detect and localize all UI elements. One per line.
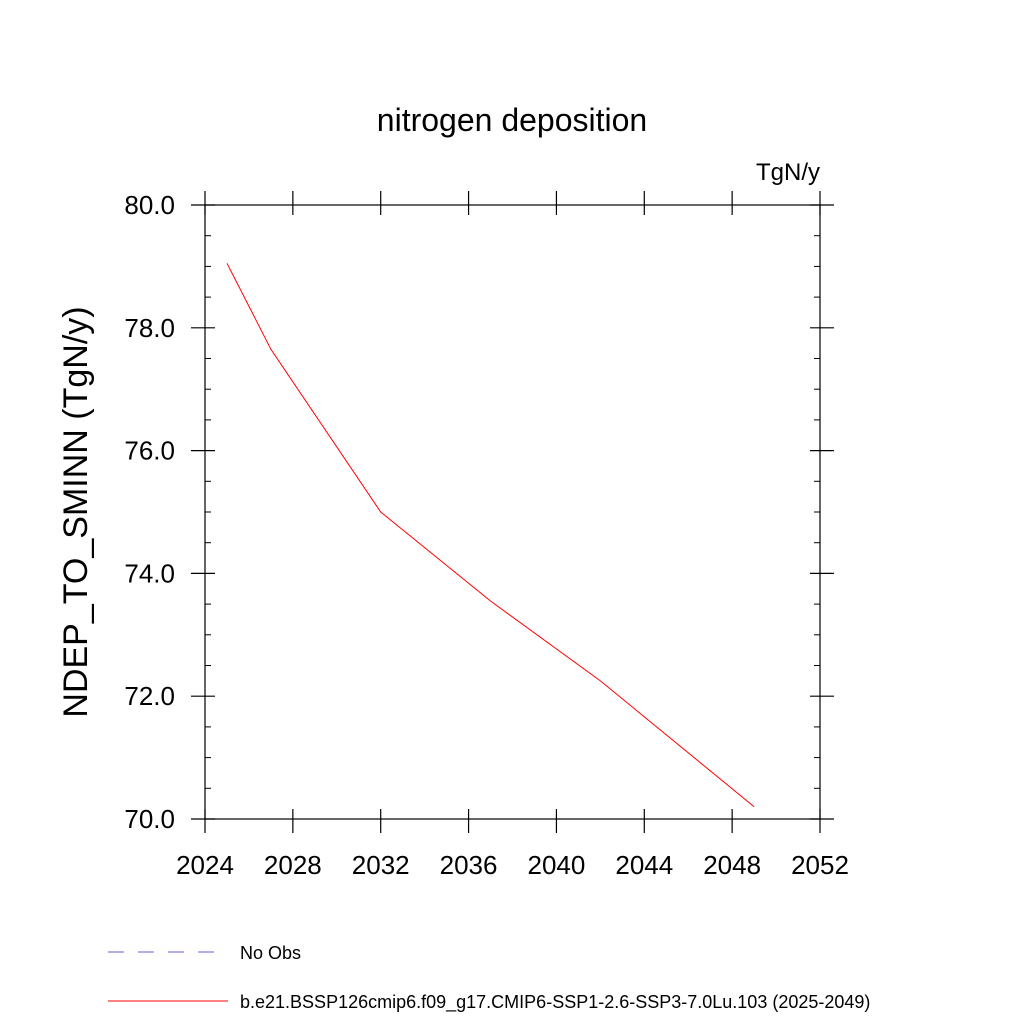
y-axis-label: NDEP_TO_SMINN (TgN/y) bbox=[57, 306, 95, 717]
x-tick-label: 2032 bbox=[352, 850, 410, 880]
legend-entry-label: b.e21.BSSP126cmip6.f09_g17.CMIP6-SSP1-2.… bbox=[240, 992, 870, 1013]
y-tick-label: 78.0 bbox=[124, 313, 175, 343]
chart-title: nitrogen deposition bbox=[377, 102, 647, 138]
y-tick-label: 80.0 bbox=[124, 190, 175, 220]
x-tick-label: 2044 bbox=[615, 850, 673, 880]
x-tick-label: 2040 bbox=[528, 850, 586, 880]
axis-ticks: 2024 2028 2032 2036 2040 2044 2048 2052 70.0 72.0… bbox=[124, 190, 849, 880]
y-tick-label: 76.0 bbox=[124, 436, 175, 466]
x-tick-label: 2028 bbox=[264, 850, 322, 880]
x-tick-label: 2052 bbox=[791, 850, 849, 880]
legend: No Obs b.e21.BSSP126cmip6.f09_g17.CMIP6-S… bbox=[108, 943, 870, 1013]
units-label: TgN/y bbox=[756, 159, 820, 186]
plot-frame bbox=[204, 204, 821, 820]
y-tick-label: 74.0 bbox=[124, 558, 175, 588]
x-tick-label: 2024 bbox=[176, 850, 234, 880]
x-tick-label: 2048 bbox=[703, 850, 761, 880]
y-tick-label: 72.0 bbox=[124, 681, 175, 711]
series-layer bbox=[226, 263, 755, 808]
x-tick-label: 2036 bbox=[440, 850, 498, 880]
legend-entry-label: No Obs bbox=[240, 943, 301, 963]
y-tick-label: 70.0 bbox=[124, 804, 175, 834]
series-line bbox=[226, 263, 755, 808]
